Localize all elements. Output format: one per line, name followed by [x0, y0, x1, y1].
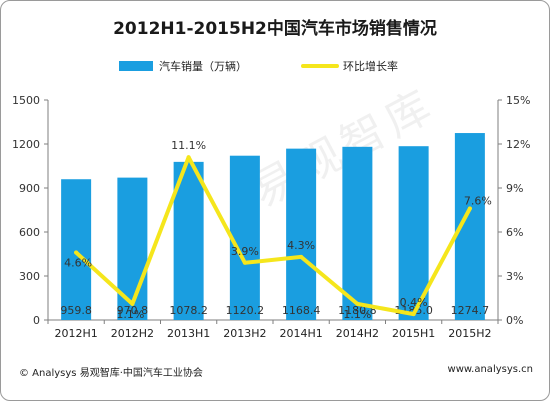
legend-label-growth: 环比增长率	[343, 59, 398, 73]
bar-value-label: 1078.2	[169, 304, 208, 317]
y-right-tick-label: 15%	[506, 94, 530, 107]
footer-source: © Analysys 易观智库·中国汽车工业协会	[19, 368, 203, 379]
growth-value-label: 7.6%	[464, 195, 492, 208]
y-left-tick-label: 600	[19, 226, 40, 239]
growth-value-label: 4.3%	[287, 239, 315, 252]
bar-sales-2013H2	[229, 155, 260, 320]
x-tick-label: 2014H2	[336, 327, 379, 340]
growth-point-2013H2	[242, 260, 247, 265]
growth-value-label: 11.1%	[171, 139, 206, 152]
legend-label-sales: 汽车销量（万辆）	[159, 59, 247, 73]
growth-point-2015H2	[467, 206, 472, 211]
growth-value-label: 0.4%	[400, 296, 428, 309]
bar-value-label: 970.8	[117, 304, 149, 317]
footer-url: www.analysys.cn	[447, 364, 533, 375]
x-tick-label: 2012H1	[54, 327, 97, 340]
bar-sales-2014H1	[286, 148, 317, 320]
growth-value-label: 1.1%	[116, 308, 144, 321]
growth-point-2012H2	[130, 301, 135, 306]
legend-swatch-sales	[119, 61, 153, 71]
x-tick-label: 2013H2	[223, 327, 266, 340]
bar-value-label: 1274.7	[451, 304, 490, 317]
y-right-tick-label: 9%	[506, 182, 523, 195]
y-right-tick-label: 12%	[506, 138, 530, 151]
y-left-tick-label: 0	[33, 314, 40, 327]
growth-point-2014H2	[355, 301, 360, 306]
growth-value-label: 3.9%	[231, 245, 259, 258]
growth-rate-line	[74, 155, 472, 317]
growth-point-2015H1	[411, 312, 416, 317]
growth-point-2014H1	[299, 254, 304, 259]
growth-point-2013H1	[186, 155, 191, 160]
bar-value-label: 959.8	[60, 304, 92, 317]
x-tick-label: 2013H1	[167, 327, 210, 340]
growth-value-label: 4.6%	[64, 257, 92, 270]
x-tick-label: 2012H2	[111, 327, 154, 340]
y-right-tick-label: 0%	[506, 314, 523, 327]
y-left-tick-label: 1500	[12, 94, 40, 107]
y-left-tick-label: 1200	[12, 138, 40, 151]
x-tick-label: 2014H1	[279, 327, 322, 340]
x-tick-label: 2015H2	[448, 327, 491, 340]
bar-sales-2012H1	[61, 179, 92, 320]
bar-sales-2014H2	[342, 146, 373, 320]
bar-sales-2015H1	[398, 146, 429, 320]
x-tick-label: 2015H1	[392, 327, 435, 340]
growth-point-2012H1	[74, 250, 79, 255]
y-left-tick-label: 900	[19, 182, 40, 195]
growth-value-label: 1.1%	[343, 308, 371, 321]
chart-title: 2012H1-2015H2中国汽车市场销售情况	[113, 18, 437, 39]
bar-value-label: 1120.2	[226, 304, 265, 317]
y-right-tick-label: 6%	[506, 226, 523, 239]
bar-value-label: 1168.4	[282, 304, 321, 317]
y-right-tick-label: 3%	[506, 270, 523, 283]
y-left-tick-label: 300	[19, 270, 40, 283]
